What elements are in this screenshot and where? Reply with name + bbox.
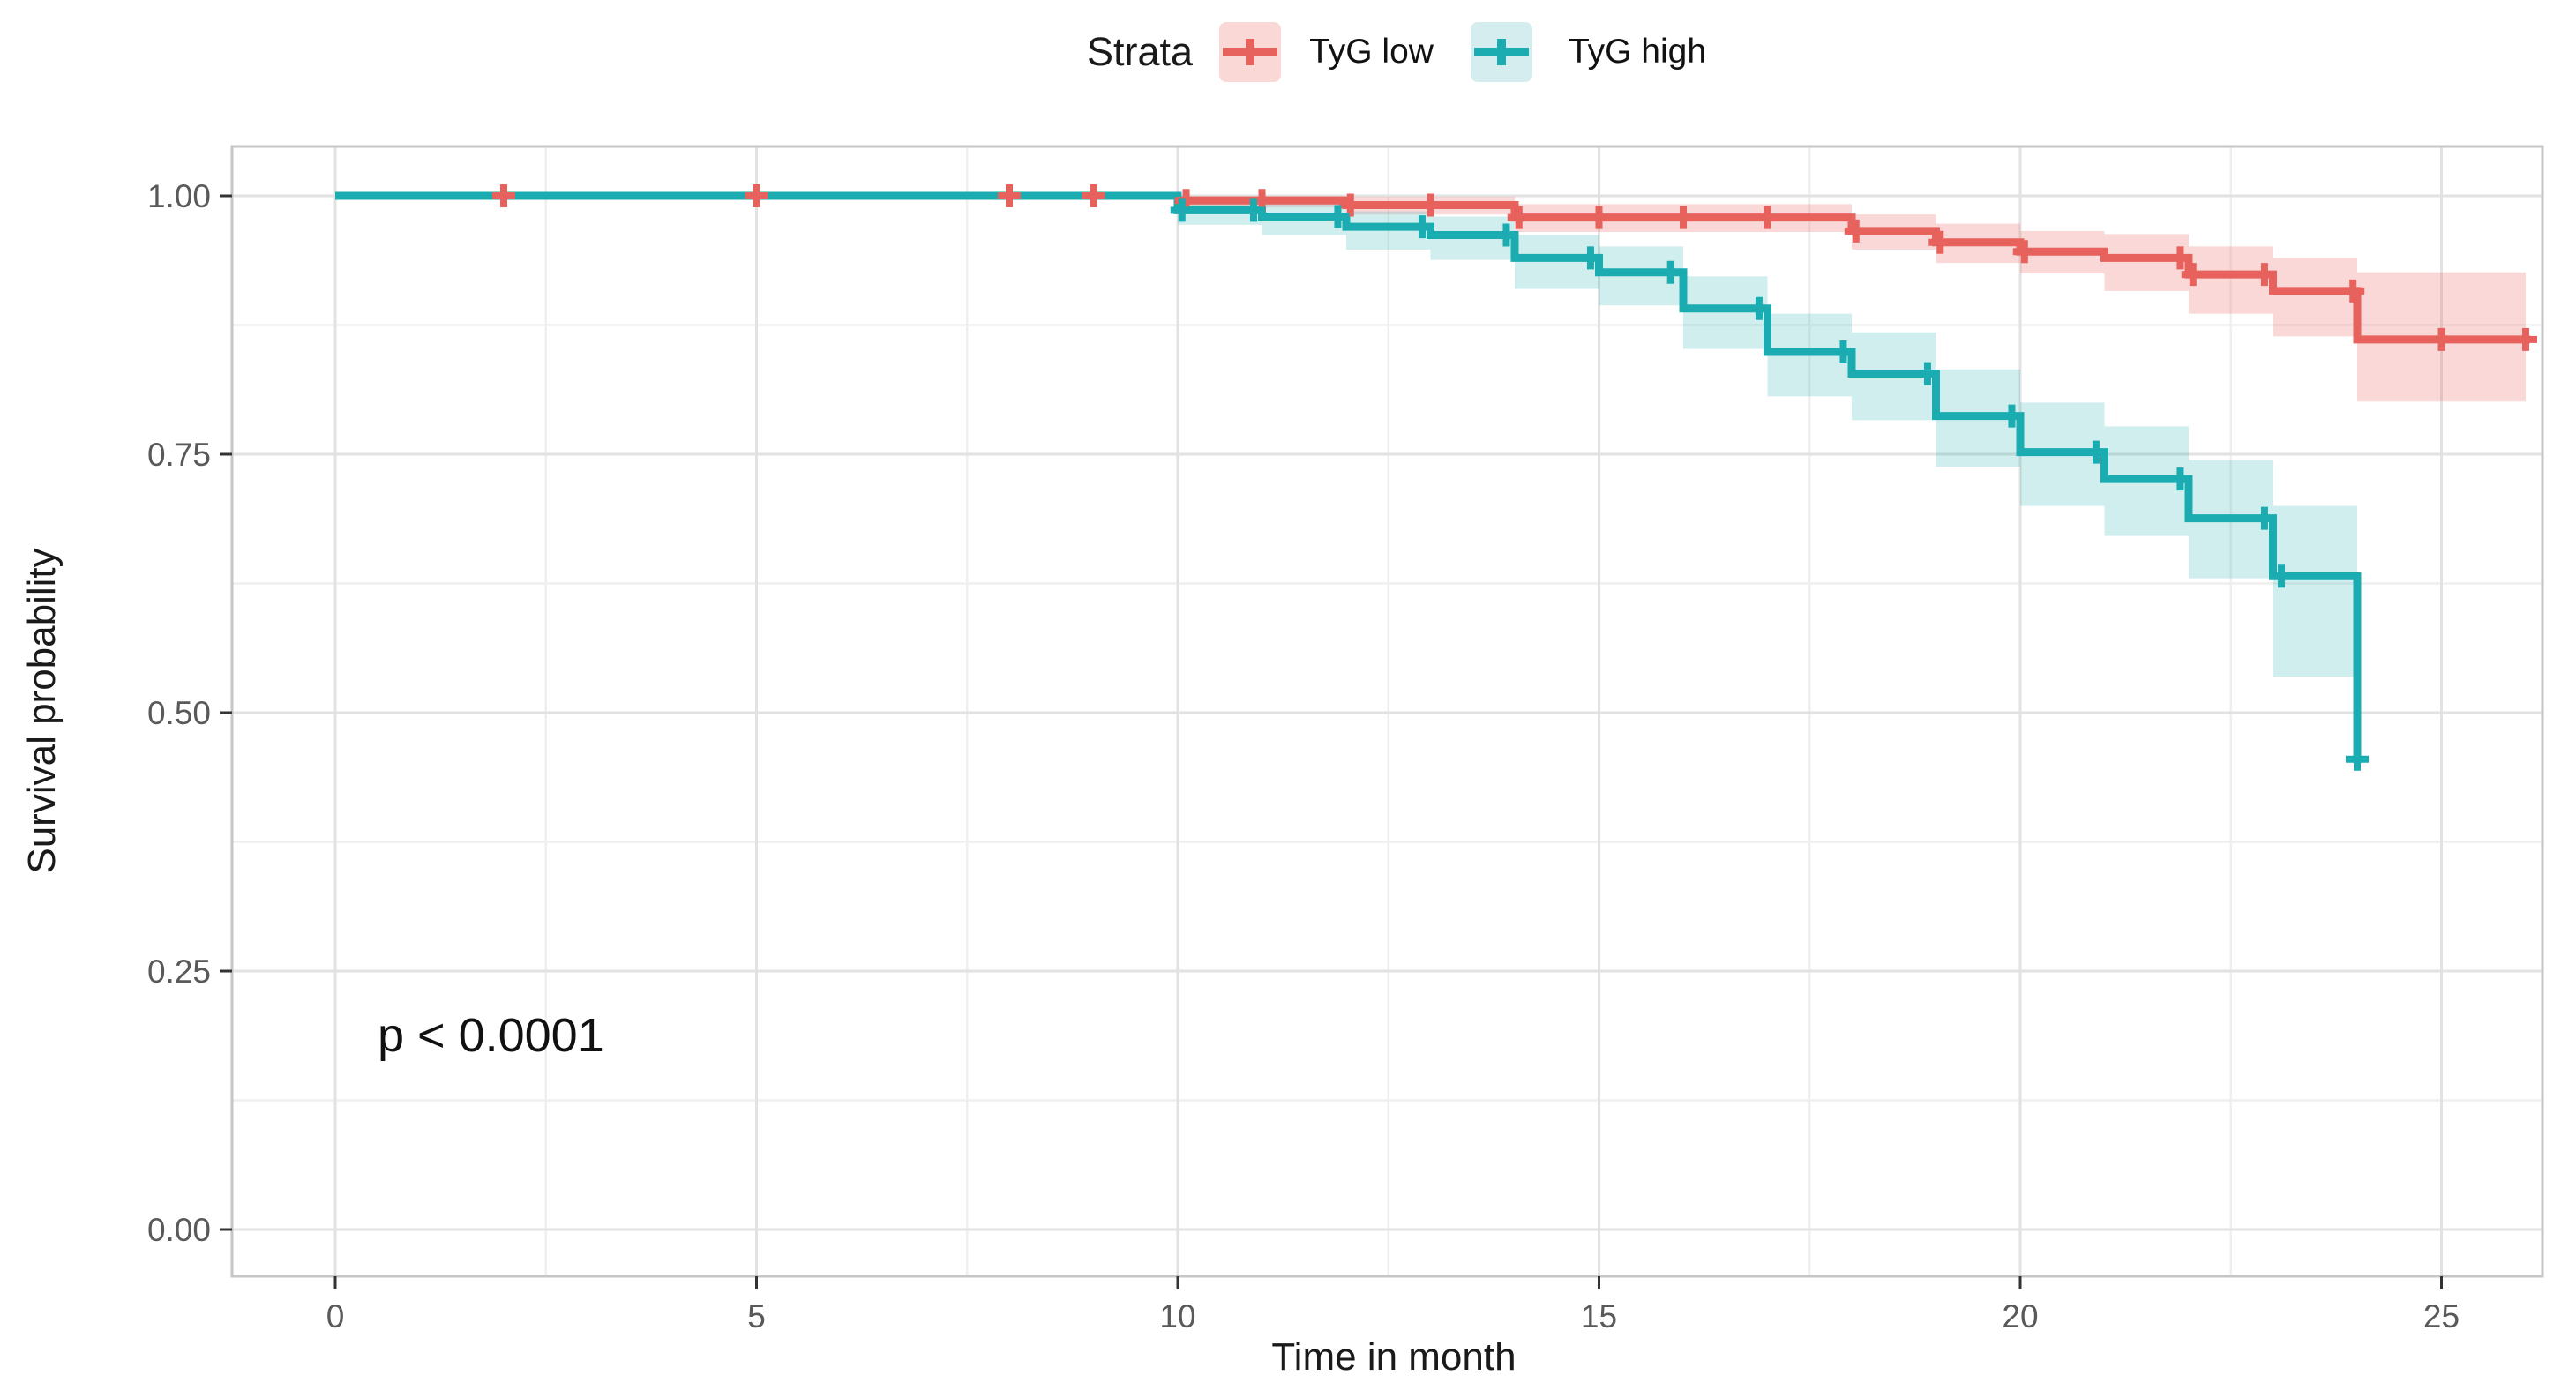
censor-mark-tyg-low — [745, 184, 768, 207]
x-tick-label: 20 — [2002, 1298, 2038, 1334]
censor-mark-tyg-high — [1747, 296, 1771, 320]
censor-mark-tyg-high — [2000, 404, 2024, 428]
y-tick-label: 1.00 — [147, 178, 211, 214]
censor-mark-tyg-low — [2341, 279, 2365, 303]
censor-mark-tyg-high — [1170, 198, 1194, 222]
ci-band-tyg-high — [1178, 198, 2357, 677]
censor-mark-tyg-high — [2168, 467, 2192, 491]
legend-key-tyg-high — [1470, 22, 1532, 82]
censor-mark-tyg-high — [2084, 440, 2108, 464]
censor-mark-tyg-low — [1844, 219, 1868, 243]
censor-mark-tyg-high — [1915, 362, 1939, 385]
x-tick-label: 10 — [1159, 1298, 1195, 1334]
censor-plus-icon — [1246, 39, 1255, 65]
censor-mark-tyg-low — [1419, 193, 1442, 217]
censor-mark-tyg-low — [1507, 206, 1531, 229]
censor-mark-tyg-high — [1831, 340, 1855, 363]
legend: Strata TyG low TyG high — [1087, 12, 1706, 92]
censor-mark-tyg-low — [1587, 206, 1611, 229]
censor-mark-tyg-low — [1672, 206, 1695, 229]
censor-mark-tyg-high — [1410, 215, 1434, 239]
censor-plus-icon — [1496, 39, 1506, 65]
p-value-annotation: p < 0.0001 — [378, 1009, 604, 1062]
censor-mark-tyg-low — [998, 184, 1021, 207]
censor-mark-tyg-high — [1578, 246, 1602, 270]
censor-mark-tyg-low — [1082, 184, 1105, 207]
ci-band-tyg-low — [1178, 196, 2526, 402]
y-tick-label: 0.50 — [147, 695, 211, 731]
censor-mark-tyg-high — [1659, 260, 1682, 284]
x-tick-label: 25 — [2423, 1298, 2460, 1334]
legend-key-tyg-low — [1219, 22, 1282, 82]
censor-mark-tyg-low — [2012, 240, 2036, 264]
censor-mark-tyg-high — [2252, 506, 2276, 530]
legend-title: Strata — [1087, 29, 1194, 74]
censor-mark-tyg-high — [2346, 747, 2369, 771]
legend-label-tyg-high: TyG high — [1568, 33, 1707, 71]
censor-mark-tyg-low — [1338, 193, 1362, 217]
x-tick-label: 15 — [1581, 1298, 1617, 1334]
chart-generated-layers: 0 5 10 15 20 25 1.00 0.75 0.50 0.25 0.00 — [147, 145, 2544, 1334]
censor-mark-tyg-low — [2181, 263, 2205, 287]
y-tick-label: 0.00 — [147, 1212, 211, 1248]
x-tick-label: 0 — [326, 1298, 345, 1334]
x-tick-label: 5 — [747, 1298, 766, 1334]
censor-mark-tyg-low — [2168, 246, 2192, 270]
x-axis-title: Time in month — [1271, 1335, 1516, 1379]
censor-mark-tyg-low — [2252, 263, 2276, 287]
censor-mark-tyg-low — [492, 184, 515, 207]
censor-mark-tyg-high — [1241, 198, 1265, 222]
censor-mark-tyg-high — [1494, 223, 1518, 247]
legend-label-tyg-low: TyG low — [1309, 33, 1434, 71]
censor-mark-tyg-low — [2514, 327, 2537, 351]
censor-mark-tyg-low — [1756, 206, 1779, 229]
censor-mark-tyg-low — [2430, 327, 2453, 351]
y-tick-label: 0.75 — [147, 437, 211, 473]
censor-mark-tyg-low — [1928, 230, 1952, 254]
y-axis-title: Survival probability — [20, 548, 64, 873]
censor-mark-tyg-high — [2270, 564, 2294, 588]
y-tick-label: 0.25 — [147, 953, 211, 990]
censor-mark-tyg-high — [1326, 205, 1350, 228]
